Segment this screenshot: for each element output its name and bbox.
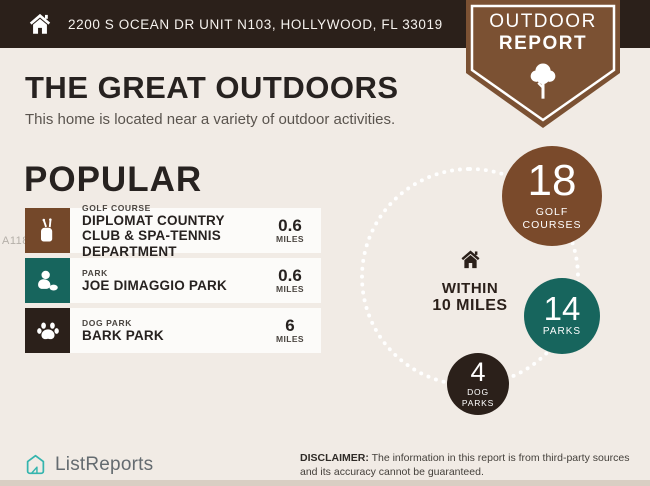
outdoor-report-badge: OUTDOOR REPORT [466, 0, 620, 129]
disclaimer-label: DISCLAIMER: [300, 452, 369, 464]
stat-label-line2: COURSES [522, 218, 582, 231]
disclaimer-body: The information in this report is from t… [300, 452, 630, 479]
home-icon [29, 13, 51, 34]
stat-label-line1: PARKS [542, 326, 582, 338]
item-distance: 6 MILES [265, 308, 321, 353]
stat-value: 14 [543, 290, 581, 328]
park-icon [25, 258, 70, 303]
stat-dog-parks: 4 DOG PARKS [447, 353, 509, 415]
badge-title-line1: OUTDOOR [489, 11, 597, 32]
item-category: PARK [82, 268, 108, 279]
home-icon-dark [460, 250, 480, 269]
listreports-house-icon [26, 454, 45, 475]
golf-bag-icon [25, 208, 70, 253]
item-category: GOLF COURSE [82, 203, 151, 214]
list-item-dog-park: DOG PARK BARK PARK 6 MILES [25, 308, 321, 353]
stat-label-line2: PARKS [461, 397, 495, 408]
list-item-park: PARK JOE DIMAGGIO PARK 0.6 MILES [25, 258, 321, 303]
paw-icon [25, 308, 70, 353]
list-item-golf-course: GOLF COURSE DIPLOMAT COUNTRY CLUB & SPA-… [25, 203, 321, 259]
item-distance: 0.6 MILES [265, 208, 321, 253]
stat-label-line1: DOG [467, 387, 489, 398]
distance-value: 0.6 [278, 266, 302, 285]
listreports-logo: ListReports [24, 453, 153, 476]
page-subtitle: This home is located near a variety of o… [25, 111, 396, 128]
distance-unit: MILES [276, 334, 304, 344]
item-name: JOE DIMAGGIO PARK [82, 278, 227, 294]
tree-icon [530, 63, 556, 99]
distance-value: 0.6 [278, 216, 302, 235]
distance-unit: MILES [276, 284, 304, 294]
within-radius-label: WITHIN 10 MILES [426, 248, 514, 315]
stat-label-line1: GOLF [535, 205, 569, 218]
within-line2: 10 MILES [432, 297, 508, 314]
stat-value: 4 [470, 356, 486, 387]
property-address: 2200 S OCEAN DR UNIT N103, HOLLYWOOD, FL… [68, 16, 443, 32]
item-distance: 0.6 MILES [265, 258, 321, 303]
popular-list: GOLF COURSE DIPLOMAT COUNTRY CLUB & SPA-… [25, 203, 321, 358]
item-category: DOG PARK [82, 318, 132, 329]
brand-name: ListReports [55, 453, 154, 475]
bottom-edge-strip [0, 480, 650, 486]
distance-value: 6 [285, 316, 295, 335]
distance-unit: MILES [276, 234, 304, 244]
disclaimer-text: DISCLAIMER: The information in this repo… [300, 451, 642, 479]
stat-value: 18 [527, 155, 577, 205]
popular-heading: POPULAR [24, 160, 203, 199]
item-name: DIPLOMAT COUNTRY CLUB & SPA-TENNIS DEPAR… [82, 213, 225, 259]
within-line1: WITHIN [441, 280, 499, 297]
stat-golf-courses: 18 GOLF COURSES [502, 146, 602, 246]
page-title: THE GREAT OUTDOORS [25, 70, 399, 105]
badge-title-line2: REPORT [498, 33, 588, 54]
item-name: BARK PARK [82, 328, 164, 344]
stat-parks: 14 PARKS [524, 278, 600, 354]
